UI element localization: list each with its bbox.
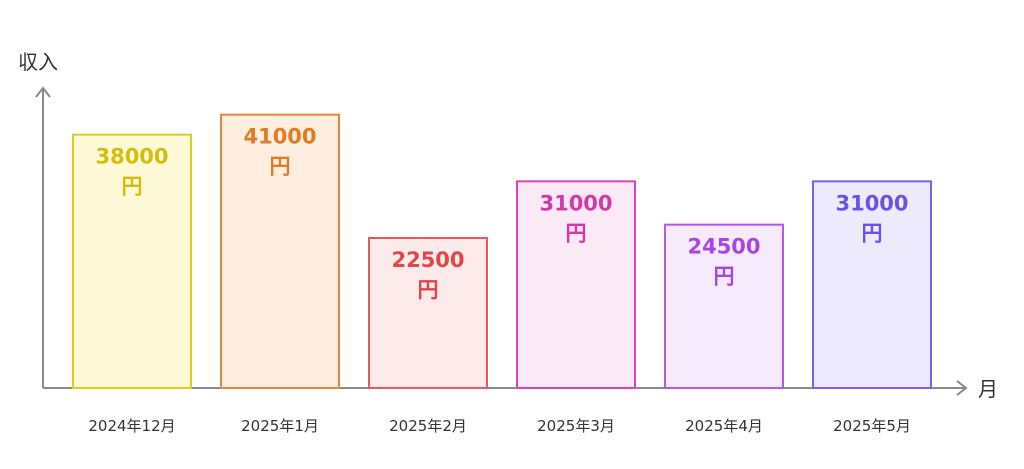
x-tick-label: 2024年12月 xyxy=(88,417,175,435)
bar-value-label: 22500 xyxy=(391,248,464,272)
bar xyxy=(72,133,192,389)
bar-value-label: 41000 xyxy=(243,125,316,149)
y-axis-arrow-icon xyxy=(35,86,51,98)
y-axis-title: 収入 xyxy=(18,50,58,74)
bar xyxy=(664,223,784,389)
bar-unit-label: 円 xyxy=(566,221,587,245)
bar-value-label: 24500 xyxy=(687,235,760,259)
axes: 収入 月 xyxy=(18,50,998,401)
bar-unit-label: 円 xyxy=(418,278,439,302)
bar-unit-label: 円 xyxy=(714,265,735,289)
bar-value-label: 31000 xyxy=(539,191,612,215)
x-tick-label: 2025年1月 xyxy=(241,417,319,435)
bar xyxy=(812,180,932,389)
bar-value-label: 38000 xyxy=(95,145,168,169)
bars: 38000 円 41000 円 22500 円 31000 円 24500 円 31000 円 xyxy=(72,113,932,390)
x-axis-arrow-icon xyxy=(956,380,968,396)
x-tick-labels: 2024年12月 2025年1月 2025年2月 2025年3月 2025年4月 2025… xyxy=(88,417,910,435)
bar-value-label: 31000 xyxy=(835,191,908,215)
bar-unit-label: 円 xyxy=(862,221,883,245)
x-tick-label: 2025年5月 xyxy=(833,417,911,435)
bar xyxy=(516,180,636,389)
bar xyxy=(220,113,340,390)
bar xyxy=(368,237,488,389)
x-axis-title: 月 xyxy=(978,377,998,401)
x-tick-label: 2025年4月 xyxy=(685,417,763,435)
bar-unit-label: 円 xyxy=(122,175,143,199)
x-tick-label: 2025年3月 xyxy=(537,417,615,435)
x-tick-label: 2025年2月 xyxy=(389,417,467,435)
bar-unit-label: 円 xyxy=(270,155,291,179)
